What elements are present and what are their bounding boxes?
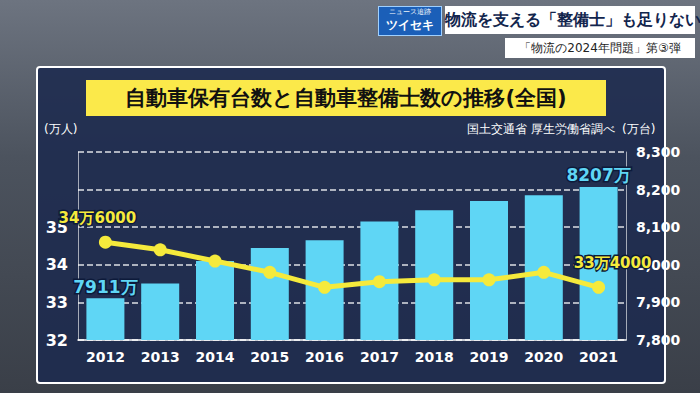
svg-text:2021: 2021 bbox=[579, 349, 618, 365]
svg-text:2015: 2015 bbox=[250, 349, 289, 365]
svg-text:2014: 2014 bbox=[196, 349, 235, 365]
svg-text:33: 33 bbox=[46, 293, 68, 312]
svg-text:2013: 2013 bbox=[141, 349, 180, 365]
svg-text:2020: 2020 bbox=[524, 349, 563, 365]
svg-text:34: 34 bbox=[46, 255, 68, 274]
svg-text:7911万: 7911万 bbox=[73, 277, 137, 297]
svg-text:2019: 2019 bbox=[470, 349, 509, 365]
svg-text:2017: 2017 bbox=[360, 349, 399, 365]
html-text:自動車保有台数と自動車整備士数の推移(全国): 自動車保有台数と自動車整備士数の推移(全国) bbox=[125, 86, 567, 110]
svg-text:8,100: 8,100 bbox=[636, 219, 681, 235]
svg-text:8207万: 8207万 bbox=[566, 165, 630, 185]
html-text:国土交通省 厚生労働省調べ: 国土交通省 厚生労働省調べ bbox=[467, 122, 615, 136]
svg-text:2016: 2016 bbox=[305, 349, 344, 365]
svg-text:2018: 2018 bbox=[415, 349, 454, 365]
svg-text:33万4000: 33万4000 bbox=[574, 254, 652, 272]
html-text:「物流の2024年問題」第③弾: 「物流の2024年問題」第③弾 bbox=[519, 41, 681, 55]
svg-text:8,300: 8,300 bbox=[636, 144, 681, 160]
svg-text:7,800: 7,800 bbox=[636, 332, 681, 348]
svg-text:32: 32 bbox=[46, 331, 68, 350]
svg-text:7,900: 7,900 bbox=[636, 294, 681, 310]
html-text:(万人): (万人) bbox=[44, 122, 78, 136]
html-text:(万台): (万台) bbox=[622, 122, 656, 136]
svg-text:2012: 2012 bbox=[86, 349, 125, 365]
html-text:ニュース追跡: ニュース追跡 bbox=[389, 8, 431, 16]
html-text:物流を支える「整備士」も足りない: 物流を支える「整備士」も足りない bbox=[445, 10, 700, 29]
svg-text:8,200: 8,200 bbox=[636, 182, 681, 198]
svg-text:34万6000: 34万6000 bbox=[59, 209, 137, 227]
svg-text:35: 35 bbox=[45, 217, 68, 237]
svg-text:8,000: 8,000 bbox=[636, 256, 681, 273]
html-text:ツイセキ: ツイセキ bbox=[386, 18, 434, 32]
